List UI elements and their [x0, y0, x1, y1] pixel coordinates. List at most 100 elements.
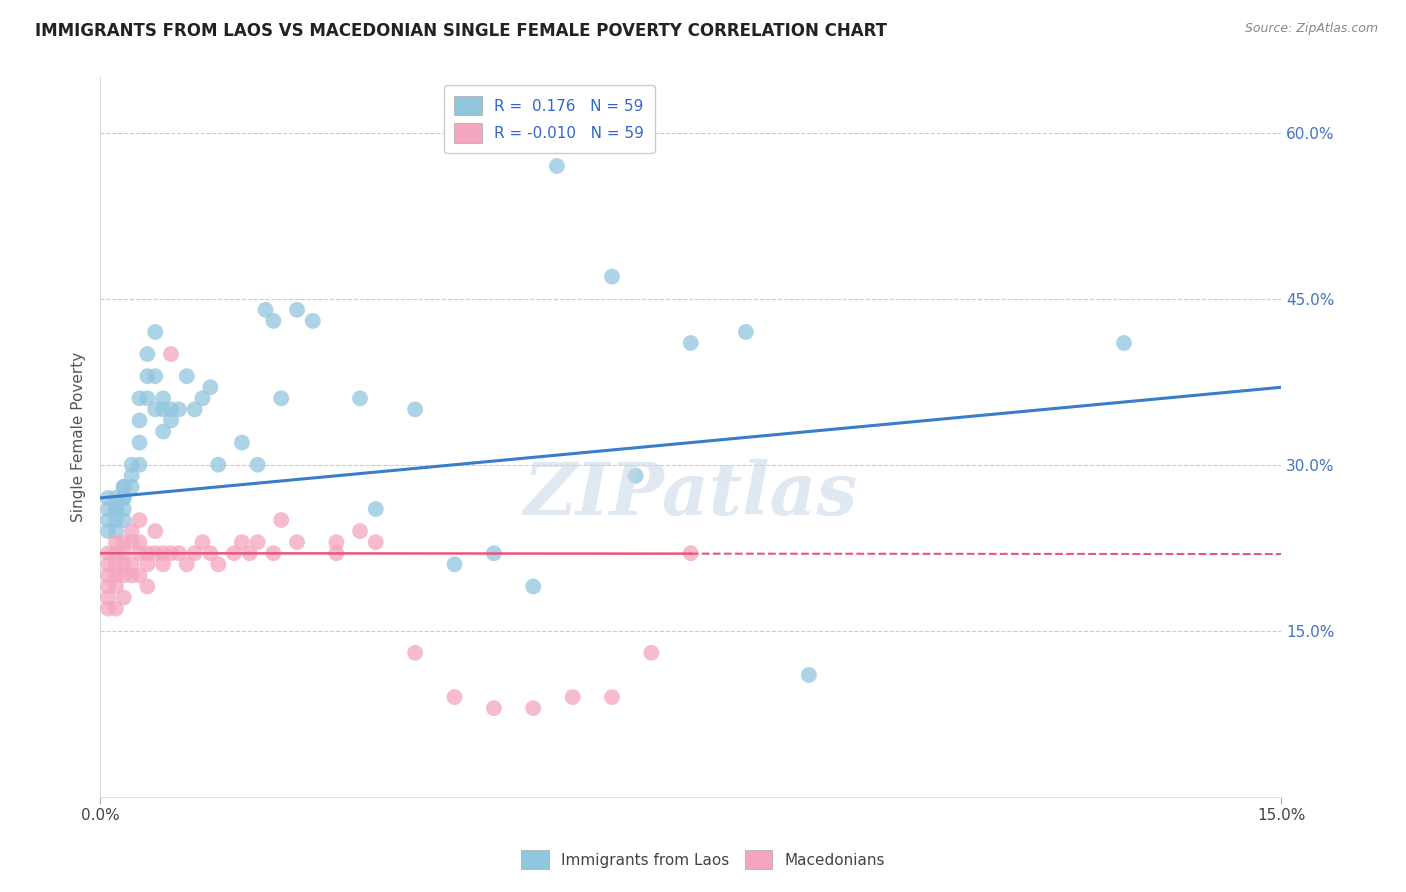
Point: [349, 524, 371, 538]
Point: [136, 579, 159, 593]
Point: [167, 546, 190, 560]
Legend: R =  0.176   N = 59, R = -0.010   N = 59: R = 0.176 N = 59, R = -0.010 N = 59: [443, 85, 655, 153]
Point: [112, 502, 135, 516]
Point: [104, 535, 127, 549]
Point: [246, 458, 269, 472]
Point: [143, 402, 166, 417]
Point: [128, 513, 150, 527]
Point: [191, 535, 214, 549]
Point: [254, 302, 277, 317]
Point: [97, 524, 120, 538]
Point: [152, 392, 174, 406]
Point: [404, 646, 426, 660]
Point: [152, 558, 174, 572]
Point: [112, 491, 135, 505]
Point: [624, 468, 647, 483]
Point: [160, 546, 183, 560]
Point: [270, 513, 292, 527]
Point: [600, 690, 623, 704]
Point: [128, 458, 150, 472]
Point: [104, 558, 127, 572]
Point: [97, 591, 120, 605]
Point: [112, 535, 135, 549]
Point: [97, 546, 120, 560]
Point: [121, 535, 143, 549]
Point: [104, 579, 127, 593]
Point: [128, 546, 150, 560]
Point: [128, 413, 150, 427]
Point: [104, 513, 127, 527]
Point: [522, 579, 544, 593]
Point: [104, 524, 127, 538]
Point: [97, 568, 120, 582]
Point: [152, 402, 174, 417]
Point: [136, 392, 159, 406]
Point: [285, 535, 308, 549]
Point: [167, 402, 190, 417]
Point: [1112, 336, 1135, 351]
Point: [143, 546, 166, 560]
Point: [152, 425, 174, 439]
Point: [160, 413, 183, 427]
Point: [112, 513, 135, 527]
Point: [207, 458, 229, 472]
Point: [679, 336, 702, 351]
Point: [443, 690, 465, 704]
Point: [482, 546, 505, 560]
Point: [97, 601, 120, 615]
Point: [112, 591, 135, 605]
Point: [640, 646, 662, 660]
Point: [222, 546, 245, 560]
Point: [735, 325, 758, 339]
Point: [112, 491, 135, 505]
Point: [231, 535, 253, 549]
Point: [143, 524, 166, 538]
Point: [176, 369, 198, 384]
Point: [112, 546, 135, 560]
Point: [183, 402, 205, 417]
Point: [546, 159, 568, 173]
Point: [97, 558, 120, 572]
Point: [364, 502, 387, 516]
Text: ZIPatlas: ZIPatlas: [523, 459, 858, 530]
Point: [128, 535, 150, 549]
Point: [104, 502, 127, 516]
Point: [364, 535, 387, 549]
Point: [112, 480, 135, 494]
Point: [160, 402, 183, 417]
Point: [104, 568, 127, 582]
Point: [128, 435, 150, 450]
Point: [207, 558, 229, 572]
Point: [104, 491, 127, 505]
Point: [121, 458, 143, 472]
Point: [285, 302, 308, 317]
Point: [97, 513, 120, 527]
Point: [325, 535, 347, 549]
Point: [561, 690, 583, 704]
Point: [200, 546, 222, 560]
Point: [104, 502, 127, 516]
Point: [121, 480, 143, 494]
Point: [176, 558, 198, 572]
Point: [104, 601, 127, 615]
Point: [183, 546, 205, 560]
Point: [152, 546, 174, 560]
Point: [143, 325, 166, 339]
Text: IMMIGRANTS FROM LAOS VS MACEDONIAN SINGLE FEMALE POVERTY CORRELATION CHART: IMMIGRANTS FROM LAOS VS MACEDONIAN SINGL…: [35, 22, 887, 40]
Point: [97, 502, 120, 516]
Point: [136, 347, 159, 361]
Point: [404, 402, 426, 417]
Point: [121, 558, 143, 572]
Point: [143, 369, 166, 384]
Point: [797, 668, 820, 682]
Point: [600, 269, 623, 284]
Point: [231, 435, 253, 450]
Point: [136, 369, 159, 384]
Point: [270, 392, 292, 406]
Point: [112, 480, 135, 494]
Point: [112, 568, 135, 582]
Point: [239, 546, 262, 560]
Point: [443, 558, 465, 572]
Text: Source: ZipAtlas.com: Source: ZipAtlas.com: [1244, 22, 1378, 36]
Y-axis label: Single Female Poverty: Single Female Poverty: [72, 352, 86, 522]
